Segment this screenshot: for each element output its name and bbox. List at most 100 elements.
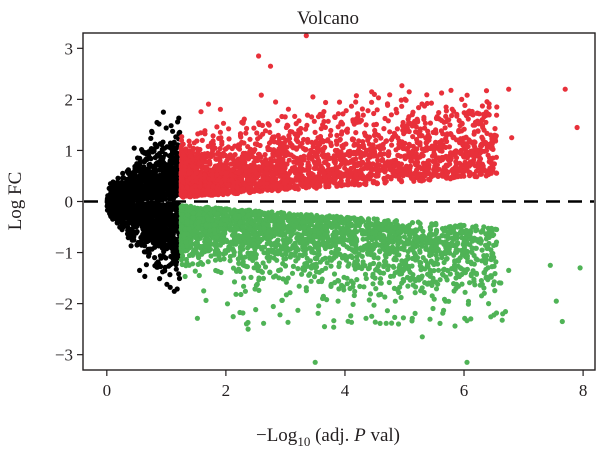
data-point-up <box>230 183 236 189</box>
data-point-up <box>246 168 252 174</box>
data-point-up <box>365 163 371 169</box>
data-point-up <box>387 129 393 135</box>
data-point-up <box>392 172 398 178</box>
data-point-not-significant <box>161 202 167 208</box>
data-point-up <box>354 163 360 169</box>
data-point-up <box>197 146 203 153</box>
data-point-up <box>275 118 281 124</box>
data-point-up <box>336 164 342 170</box>
data-point-up <box>192 183 198 189</box>
data-point-up <box>419 151 425 157</box>
data-point-not-significant <box>122 180 128 187</box>
data-point-not-significant <box>141 158 147 165</box>
data-point-not-significant <box>152 205 158 211</box>
data-point-up <box>262 152 268 158</box>
data-point-down <box>430 305 436 312</box>
data-point-up <box>243 130 249 136</box>
data-point-up <box>305 139 311 145</box>
data-point-up <box>316 170 323 176</box>
data-point-not-significant <box>145 246 151 252</box>
data-point-up <box>288 177 295 183</box>
data-point-up <box>289 165 295 171</box>
data-points <box>104 33 583 365</box>
data-point-not-significant <box>169 176 175 182</box>
data-point-not-significant <box>131 169 137 175</box>
data-point-up <box>372 127 378 134</box>
data-point-up <box>414 146 420 152</box>
data-point-up <box>205 191 211 197</box>
data-point-up <box>217 129 223 135</box>
data-point-up <box>346 153 352 159</box>
data-point-not-significant <box>162 223 169 229</box>
data-point-up <box>446 144 452 150</box>
data-point-up <box>410 109 416 115</box>
data-point-up <box>252 165 258 171</box>
data-point-up <box>380 156 386 163</box>
data-point-not-significant <box>121 199 127 206</box>
data-point-up <box>479 103 485 109</box>
data-point-not-significant <box>139 242 145 248</box>
data-point-up <box>367 146 373 153</box>
data-point-up <box>214 124 220 130</box>
data-point-up <box>386 162 392 168</box>
data-point-up <box>481 148 487 154</box>
data-point-not-significant <box>127 192 133 198</box>
data-point-not-significant <box>151 218 157 224</box>
data-point-not-significant <box>133 229 139 236</box>
data-point-up <box>338 119 344 125</box>
data-point-down <box>292 252 298 258</box>
data-point-up <box>292 182 298 189</box>
data-point-up <box>365 108 371 114</box>
data-point-up <box>414 173 420 179</box>
data-point-up <box>481 127 487 133</box>
data-point-up <box>209 145 215 151</box>
data-point-not-significant <box>152 154 158 161</box>
data-point-up <box>493 133 499 139</box>
data-point-up <box>226 136 232 142</box>
data-point-not-significant <box>160 156 166 162</box>
data-point-up <box>365 137 371 143</box>
data-point-not-significant <box>157 203 163 209</box>
data-point-up <box>348 103 355 109</box>
data-point-up <box>222 146 228 152</box>
data-point-not-significant <box>163 125 169 131</box>
data-point-up <box>181 167 187 173</box>
data-point-up <box>345 180 351 186</box>
data-point-not-significant <box>135 195 141 201</box>
data-point-up <box>222 176 228 182</box>
data-point-up <box>218 179 224 186</box>
data-point-up <box>186 193 193 199</box>
data-point-up <box>360 159 366 165</box>
data-point-not-significant <box>124 168 130 174</box>
data-point-up <box>369 89 375 95</box>
data-point-up <box>353 93 359 99</box>
data-point-up <box>380 145 387 151</box>
data-point-not-significant <box>157 233 163 239</box>
data-point-up <box>432 165 438 171</box>
data-point-up <box>221 164 227 170</box>
data-point-up <box>191 140 197 146</box>
data-point-up <box>236 170 242 176</box>
data-point-up <box>255 151 262 157</box>
data-point-up <box>461 145 467 151</box>
data-point-up <box>419 171 425 177</box>
data-point-not-significant <box>170 228 176 234</box>
data-point-up <box>236 144 242 150</box>
data-point-down <box>354 277 360 283</box>
data-point-up <box>241 165 247 171</box>
data-point-up <box>404 123 410 129</box>
data-point-not-significant <box>134 241 141 248</box>
data-point-up <box>371 146 377 152</box>
data-point-not-significant <box>167 159 173 166</box>
data-point-not-significant <box>155 259 161 265</box>
data-point-down <box>360 259 366 265</box>
data-point-up <box>306 165 312 171</box>
data-point-not-significant <box>166 263 172 269</box>
data-point-down <box>295 266 301 272</box>
data-point-up <box>272 166 278 172</box>
data-point-up <box>409 149 415 155</box>
data-point-up <box>406 168 412 174</box>
data-point-up <box>356 182 362 188</box>
data-point-up <box>178 137 185 143</box>
